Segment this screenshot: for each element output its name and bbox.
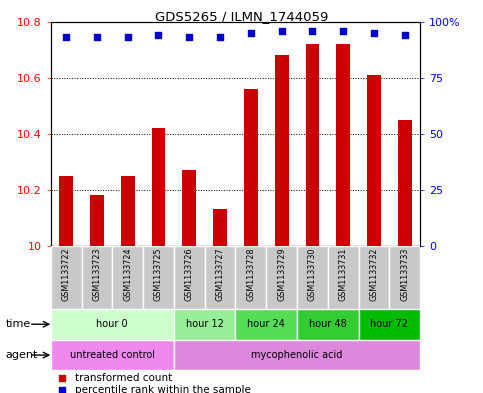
Bar [213,209,227,246]
Point [93,34,101,40]
Text: GSM1133722: GSM1133722 [62,248,71,301]
Point [155,32,162,38]
Bar [266,246,297,309]
Bar [358,309,420,340]
Text: hour 0: hour 0 [97,319,128,329]
Text: hour 48: hour 48 [309,319,347,329]
Bar [297,246,328,309]
Text: GSM1133728: GSM1133728 [246,248,256,301]
Bar [90,195,104,246]
Text: GDS5265 / ILMN_1744059: GDS5265 / ILMN_1744059 [155,10,328,23]
Text: untreated control: untreated control [70,350,155,360]
Point [216,34,224,40]
Bar [244,89,258,246]
Bar [174,309,236,340]
Bar [59,176,73,246]
Bar [367,75,381,246]
Text: agent: agent [6,350,38,360]
Bar [183,170,196,246]
Text: hour 24: hour 24 [247,319,285,329]
Text: time: time [6,319,31,329]
Point [332,244,340,250]
Bar [306,44,319,246]
Bar [174,340,420,370]
Text: GSM1133727: GSM1133727 [215,248,225,301]
Point [124,34,131,40]
Text: GSM1133725: GSM1133725 [154,248,163,301]
Bar [328,246,358,309]
Bar [82,246,112,309]
Text: GSM1133731: GSM1133731 [339,248,348,301]
Point [401,32,409,38]
Point [332,347,340,354]
Bar [152,128,165,246]
Text: GSM1133729: GSM1133729 [277,248,286,301]
Bar [358,246,389,309]
Text: GSM1133726: GSM1133726 [185,248,194,301]
Point [278,28,285,34]
Bar [236,246,266,309]
Text: GSM1133733: GSM1133733 [400,248,409,301]
Point [185,34,193,40]
Text: transformed count: transformed count [75,373,172,383]
Bar [297,309,358,340]
Text: percentile rank within the sample: percentile rank within the sample [75,385,251,393]
Text: GSM1133730: GSM1133730 [308,248,317,301]
Bar [143,246,174,309]
Bar [398,119,412,246]
Point [247,29,255,36]
Bar [51,246,82,309]
Text: GSM1133724: GSM1133724 [123,248,132,301]
Text: GSM1133723: GSM1133723 [92,248,101,301]
Point [370,29,378,36]
Point [340,28,347,34]
Text: mycophenolic acid: mycophenolic acid [251,350,343,360]
Bar [174,246,205,309]
Bar [112,246,143,309]
Bar [205,246,236,309]
Bar [51,340,174,370]
Bar [51,309,174,340]
Bar [389,246,420,309]
Text: hour 72: hour 72 [370,319,409,329]
Bar [275,55,288,246]
Text: hour 12: hour 12 [186,319,224,329]
Bar [236,309,297,340]
Text: GSM1133732: GSM1133732 [369,248,379,301]
Bar [336,44,350,246]
Point [309,28,316,34]
Point [62,34,70,40]
Bar [121,176,135,246]
